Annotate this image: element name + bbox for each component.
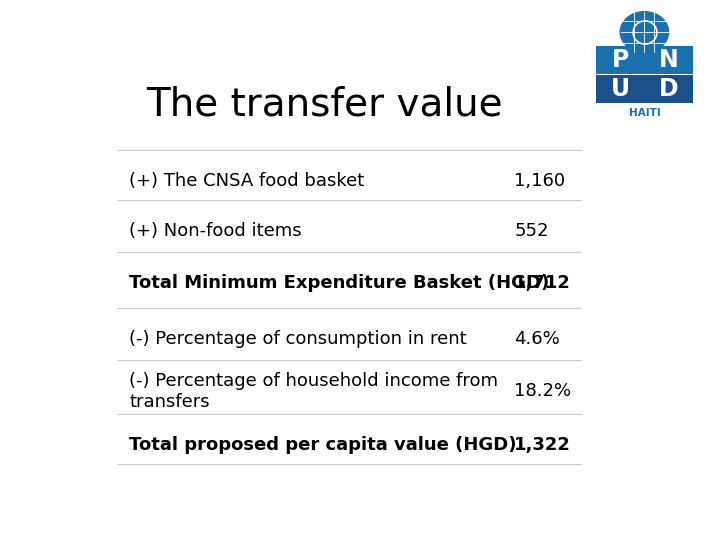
Text: 1,160: 1,160: [514, 172, 565, 190]
Text: 4.6%: 4.6%: [514, 330, 560, 348]
Text: (+) Non-food items: (+) Non-food items: [129, 222, 302, 240]
Text: (+) The CNSA food basket: (+) The CNSA food basket: [129, 172, 364, 190]
Text: 18.2%: 18.2%: [514, 382, 571, 400]
Text: Total proposed per capita value (HGD): Total proposed per capita value (HGD): [129, 436, 516, 454]
Text: (-) Percentage of household income from
transfers: (-) Percentage of household income from …: [129, 372, 498, 410]
Text: ◯: ◯: [631, 19, 658, 44]
Bar: [596, 75, 693, 103]
Text: P: P: [611, 49, 629, 72]
Text: (-) Percentage of consumption in rent: (-) Percentage of consumption in rent: [129, 330, 467, 348]
Text: N: N: [659, 49, 678, 72]
Text: 1,322: 1,322: [514, 436, 571, 454]
Circle shape: [620, 12, 669, 52]
Bar: [596, 46, 693, 75]
Text: 552: 552: [514, 222, 549, 240]
Text: U: U: [611, 77, 630, 102]
Text: HAITI: HAITI: [629, 107, 660, 118]
Text: Total Minimum Expenditure Basket (HGD): Total Minimum Expenditure Basket (HGD): [129, 274, 549, 292]
Text: The transfer value: The transfer value: [146, 85, 503, 124]
Text: 1,712: 1,712: [514, 274, 571, 292]
Text: D: D: [659, 77, 678, 102]
